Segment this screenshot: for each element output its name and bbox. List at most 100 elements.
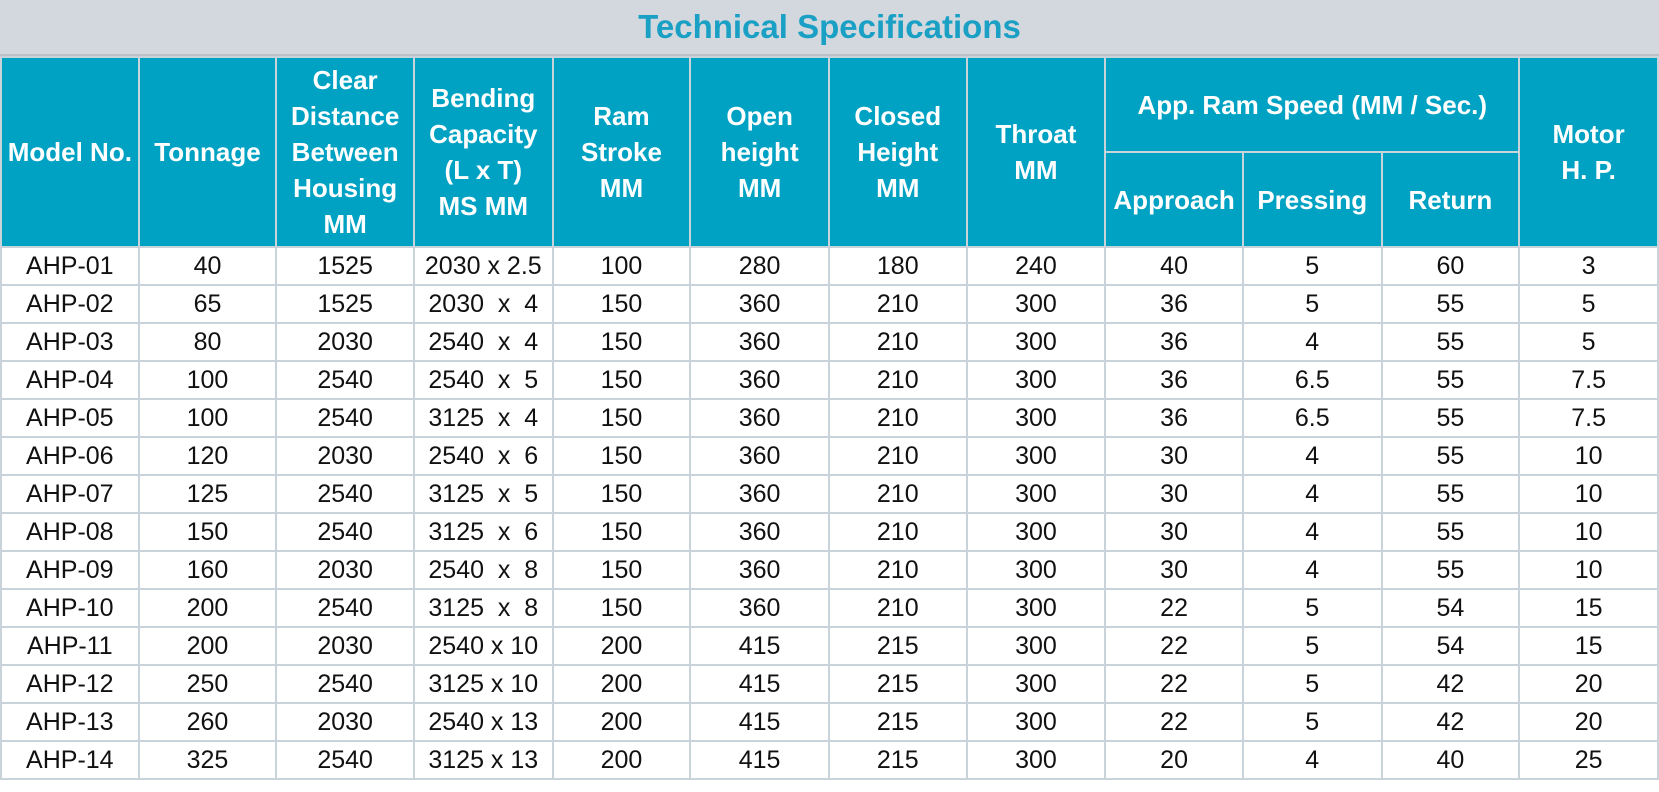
cell-motor-hp: 15: [1518, 626, 1659, 666]
cell-motor-hp: 15: [1518, 588, 1659, 628]
cell-bending-capacity: 3125 x 4: [412, 398, 554, 438]
cell-ram-stroke: 200: [551, 626, 692, 666]
cell-return: 42: [1380, 702, 1521, 742]
header-line: Housing: [293, 173, 398, 203]
cell-pressing: 6.5: [1241, 398, 1383, 438]
cell-motor-hp: 20: [1518, 664, 1659, 704]
cell-tonnage: 200: [137, 588, 278, 628]
cell-motor-hp: 5: [1518, 284, 1659, 324]
cell-bending-capacity: 3125 x 5: [412, 474, 554, 514]
cell-bending-capacity: 3125 x 10: [412, 664, 554, 704]
cell-motor-hp: 10: [1518, 550, 1659, 590]
header-tonnage: Tonnage: [137, 56, 278, 248]
cell-ram-stroke: 150: [551, 474, 692, 514]
cell-ram-stroke: 200: [551, 740, 692, 780]
cell-tonnage: 80: [137, 322, 278, 362]
header-line: Bending: [431, 83, 536, 113]
cell-approach: 22: [1104, 702, 1244, 742]
header-line: Height: [857, 137, 939, 167]
cell-throat: 300: [965, 398, 1107, 438]
header-line: MM: [737, 173, 782, 203]
table-row: AHP-10 200 2540 3125 x 8 150 360 210 300 22 5 54 15: [0, 588, 1659, 628]
cell-open-height: 360: [689, 512, 830, 552]
header-approach: Approach: [1104, 151, 1244, 248]
cell-bending-capacity: 3125 x 13: [412, 740, 554, 780]
cell-approach: 30: [1104, 474, 1244, 514]
cell-clear-distance: 2030: [275, 436, 415, 476]
cell-bending-capacity: 2540 x 6: [412, 436, 554, 476]
header-clear-distance: Clear Distance Between Housing MM: [275, 56, 415, 248]
cell-open-height: 415: [689, 702, 830, 742]
cell-approach: 30: [1104, 436, 1244, 476]
cell-return: 55: [1380, 284, 1521, 324]
cell-bending-capacity: 2540 x 13: [412, 702, 554, 742]
cell-throat: 300: [965, 664, 1107, 704]
cell-open-height: 360: [689, 550, 830, 590]
cell-pressing: 5: [1241, 702, 1383, 742]
cell-motor-hp: 7.5: [1518, 360, 1659, 400]
cell-throat: 300: [965, 436, 1107, 476]
header-ram-speed: App. Ram Speed (MM / Sec.): [1104, 56, 1521, 153]
cell-return: 55: [1380, 436, 1521, 476]
cell-tonnage: 100: [137, 360, 278, 400]
cell-model: AHP-09: [0, 550, 140, 590]
cell-ram-stroke: 150: [551, 588, 692, 628]
cell-pressing: 6.5: [1241, 360, 1383, 400]
cell-ram-stroke: 200: [551, 702, 692, 742]
cell-pressing: 5: [1241, 284, 1383, 324]
header-line: Stroke: [580, 137, 662, 167]
cell-ram-stroke: 200: [551, 664, 692, 704]
header-line: MS MM: [438, 191, 529, 221]
cell-motor-hp: 10: [1518, 512, 1659, 552]
cell-bending-capacity: 3125 x 8: [412, 588, 554, 628]
cell-closed-height: 210: [827, 322, 968, 362]
cell-open-height: 360: [689, 322, 830, 362]
cell-open-height: 415: [689, 664, 830, 704]
header-line: Between: [291, 137, 399, 167]
cell-tonnage: 65: [137, 284, 278, 324]
cell-approach: 36: [1104, 398, 1244, 438]
cell-approach: 36: [1104, 322, 1244, 362]
cell-tonnage: 125: [137, 474, 278, 514]
cell-clear-distance: 2540: [275, 664, 415, 704]
cell-pressing: 4: [1241, 512, 1383, 552]
table-row: AHP-08 150 2540 3125 x 6 150 360 210 300 30 4 55 10: [0, 512, 1659, 552]
table-row: AHP-07 125 2540 3125 x 5 150 360 210 300 30 4 55 10: [0, 474, 1659, 514]
table-row: AHP-12 250 2540 3125 x 10 200 415 215 300 22 5 42 2…: [0, 664, 1659, 704]
cell-closed-height: 215: [827, 740, 968, 780]
header-closed-height: Closed Height MM: [827, 56, 968, 248]
cell-motor-hp: 7.5: [1518, 398, 1659, 438]
cell-open-height: 360: [689, 398, 830, 438]
header-line: Ram: [593, 101, 650, 131]
cell-clear-distance: 2540: [275, 588, 415, 628]
cell-model: AHP-08: [0, 512, 140, 552]
cell-throat: 300: [965, 322, 1107, 362]
cell-tonnage: 200: [137, 626, 278, 666]
cell-clear-distance: 2540: [275, 360, 415, 400]
header-line: Distance: [290, 101, 400, 131]
header-line: MM: [323, 209, 367, 239]
cell-return: 55: [1380, 360, 1521, 400]
header-throat: Throat MM: [965, 56, 1107, 248]
header-line: height: [720, 137, 799, 167]
cell-closed-height: 210: [827, 550, 968, 590]
cell-ram-stroke: 150: [551, 550, 692, 590]
table-row: AHP-09 160 2030 2540 x 8 150 360 210 300 30 4 55 10: [0, 550, 1659, 590]
cell-throat: 300: [965, 626, 1107, 666]
cell-clear-distance: 2030: [275, 322, 415, 362]
header-ram-stroke: Ram Stroke MM: [551, 56, 692, 248]
cell-closed-height: 215: [827, 626, 968, 666]
cell-approach: 22: [1104, 588, 1244, 628]
cell-ram-stroke: 150: [551, 512, 692, 552]
cell-bending-capacity: 2540 x 5: [412, 360, 554, 400]
cell-return: 55: [1380, 398, 1521, 438]
cell-closed-height: 210: [827, 474, 968, 514]
cell-clear-distance: 2540: [275, 474, 415, 514]
cell-pressing: 4: [1241, 474, 1383, 514]
cell-approach: 30: [1104, 550, 1244, 590]
cell-throat: 300: [965, 588, 1107, 628]
cell-ram-stroke: 150: [551, 360, 692, 400]
cell-model: AHP-04: [0, 360, 140, 400]
cell-throat: 300: [965, 474, 1107, 514]
cell-tonnage: 325: [137, 740, 278, 780]
